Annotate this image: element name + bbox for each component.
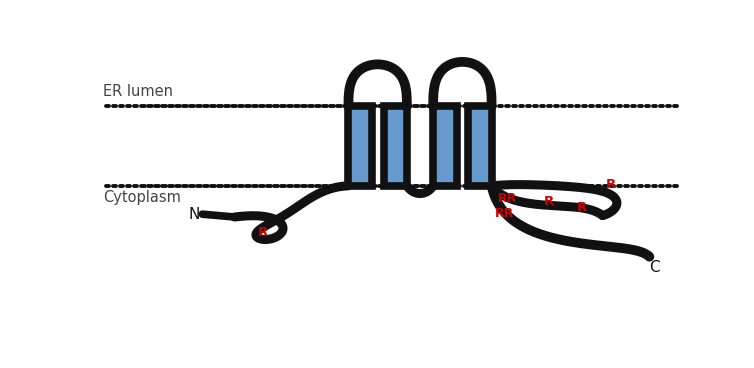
Text: C: C [648, 259, 659, 275]
Text: RR: RR [498, 191, 516, 205]
Bar [433, 106, 457, 186]
Text: N: N [188, 207, 199, 222]
Bar [384, 106, 407, 186]
Text: RR: RR [495, 207, 513, 220]
Text: ER lumen: ER lumen [103, 84, 173, 99]
Text: Cytoplasm: Cytoplasm [103, 190, 181, 205]
Text: R: R [576, 201, 587, 213]
Bar [348, 106, 372, 186]
Bar [468, 106, 492, 186]
Text: R: R [257, 226, 268, 239]
Text: R: R [544, 195, 554, 208]
Text: R: R [605, 178, 616, 191]
